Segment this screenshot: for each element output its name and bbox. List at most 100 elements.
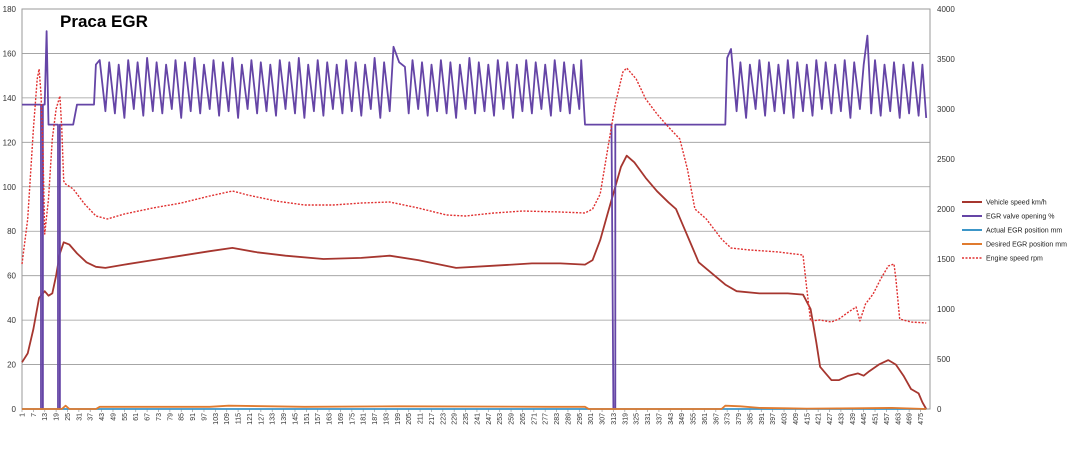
legend: Vehicle speed km/h EGR valve opening % Act… [962, 200, 1067, 263]
x-tick-label: 139 [281, 413, 288, 425]
y-tick-label-right: 500 [937, 355, 951, 364]
x-tick-label: 115 [236, 413, 243, 424]
x-tick-label: 211 [418, 413, 425, 424]
chart-title: Praca EGR [60, 12, 148, 31]
x-tick-label: 169 [338, 413, 345, 425]
x-tick-label: 457 [884, 413, 891, 425]
x-tick-label: 13 [42, 413, 49, 421]
x-tick-label: 199 [395, 413, 402, 425]
y-tick-label-right: 4000 [937, 5, 955, 14]
x-tick-label: 127 [258, 413, 265, 425]
y-tick-label-right: 0 [937, 405, 942, 414]
y-tick-label-left: 80 [7, 227, 16, 236]
y-tick-label-right: 3500 [937, 55, 955, 64]
x-tick-label: 1 [20, 413, 27, 417]
x-tick-label: 49 [110, 413, 117, 421]
x-tick-label: 7 [31, 413, 38, 417]
x-tick-label: 325 [634, 413, 641, 425]
x-tick-label: 55 [122, 413, 129, 421]
x-tick-label: 277 [543, 413, 550, 425]
x-tick-label: 253 [497, 413, 504, 425]
y-tick-label-left: 40 [7, 316, 16, 325]
x-tick-label: 85 [179, 413, 186, 421]
x-tick-label: 103 [213, 413, 220, 425]
y-tick-label-left: 140 [3, 94, 17, 103]
x-tick-label: 295 [577, 413, 584, 425]
x-tick-label: 331 [645, 413, 652, 425]
x-tick-label: 427 [827, 413, 834, 425]
x-tick-label: 421 [816, 413, 823, 425]
y-tick-label-left: 20 [7, 361, 16, 370]
x-tick-label: 469 [907, 413, 914, 425]
x-tick-label: 19 [54, 413, 61, 421]
x-tick-label: 97 [201, 413, 208, 421]
x-tick-label: 247 [486, 413, 493, 425]
x-tick-label: 121 [247, 413, 254, 425]
x-tick-label: 307 [600, 413, 607, 425]
x-tick-label: 397 [770, 413, 777, 425]
x-tick-label: 175 [349, 413, 356, 425]
series-line-5 [21, 67, 927, 324]
x-tick-label: 181 [361, 413, 368, 425]
x-tick-label: 67 [145, 413, 152, 421]
x-tick-label: 79 [167, 413, 174, 421]
legend-label: Vehicle speed km/h [986, 200, 1047, 207]
x-tick-label: 145 [292, 413, 299, 425]
x-tick-label: 283 [554, 413, 561, 425]
x-tick-label: 235 [463, 413, 470, 425]
y-tick-label-left: 0 [12, 405, 17, 414]
x-tick-label: 475 [918, 413, 925, 425]
y-tick-label-right: 1500 [937, 255, 955, 264]
x-tick-label: 73 [156, 413, 163, 421]
y-tick-label-left: 120 [3, 138, 17, 147]
y-tick-label-left: 100 [3, 183, 17, 192]
legend-label: Engine speed rpm [986, 256, 1043, 263]
x-tick-label: 217 [429, 413, 436, 425]
x-tick-label: 391 [759, 413, 766, 425]
legend-label: Desired EGR position mm [986, 242, 1067, 249]
x-tick-label: 271 [531, 413, 538, 425]
x-tick-label: 223 [440, 413, 447, 425]
x-tick-label: 355 [691, 413, 698, 425]
x-tick-label: 133 [270, 413, 277, 425]
series-line-1 [21, 154, 927, 410]
legend-label: EGR valve opening % [986, 214, 1054, 221]
series-line-2 [22, 30, 928, 410]
x-tick-label: 313 [611, 413, 618, 425]
x-tick-label: 151 [304, 413, 311, 425]
x-tick-label: 451 [873, 413, 880, 425]
x-tick-label: 445 [861, 413, 868, 425]
series-line-4 [22, 404, 927, 410]
x-tick-label: 259 [509, 413, 516, 425]
x-tick-label: 193 [383, 413, 390, 425]
x-tick-label: 37 [88, 413, 95, 421]
x-tick-label: 265 [520, 413, 527, 425]
x-tick-label: 157 [315, 413, 322, 425]
x-tick-label: 163 [327, 413, 334, 425]
y-tick-label-left: 160 [3, 49, 17, 58]
x-tick-label: 379 [736, 413, 743, 425]
y-tick-label-right: 3000 [937, 105, 955, 114]
x-tick-label: 319 [622, 413, 629, 425]
y-tick-label-left: 180 [3, 5, 17, 14]
x-tick-label: 415 [804, 413, 811, 425]
series-lines [21, 30, 928, 410]
x-tick-label: 463 [895, 413, 902, 425]
x-tick-label: 187 [372, 413, 379, 425]
x-tick-label: 301 [588, 413, 595, 425]
x-tick-label: 289 [565, 413, 572, 425]
x-tick-label: 367 [713, 413, 720, 425]
x-tick-label: 43 [99, 413, 106, 421]
x-tick-label: 409 [793, 413, 800, 425]
x-tick-label: 61 [133, 413, 140, 421]
x-tick-label: 373 [725, 413, 732, 425]
x-tick-label: 109 [224, 413, 231, 425]
y-tick-label-right: 2500 [937, 155, 955, 164]
x-tick-label: 229 [452, 413, 459, 425]
x-tick-label: 439 [850, 413, 857, 425]
x-tick-label: 403 [782, 413, 789, 425]
y-tick-label-right: 1000 [937, 305, 955, 314]
x-tick-label: 343 [668, 413, 675, 425]
x-tick-label: 25 [65, 413, 72, 421]
